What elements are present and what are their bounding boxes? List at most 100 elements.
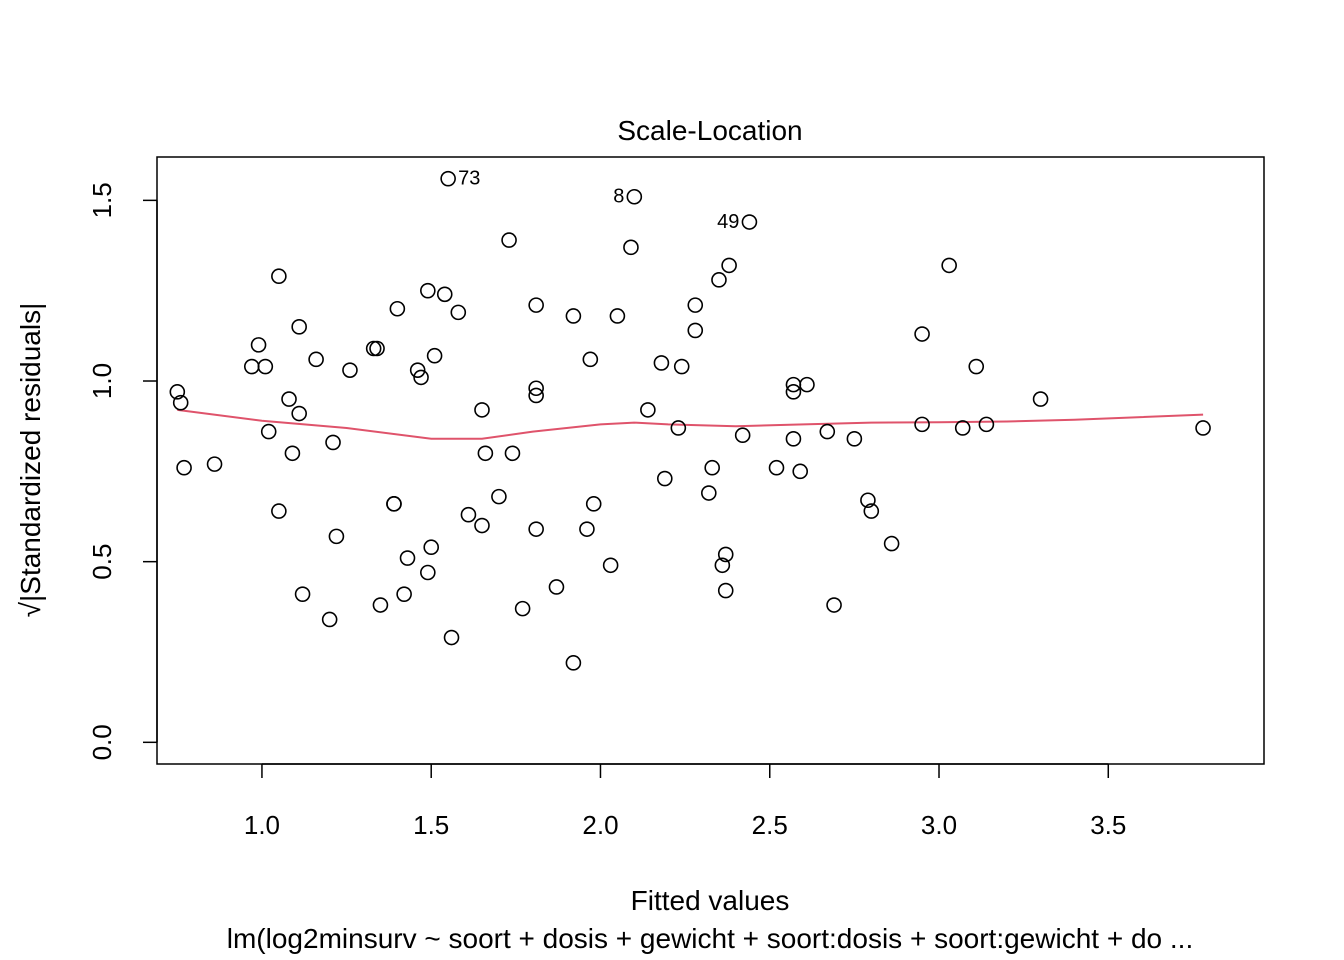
data-point (968, 358, 985, 375)
y-tick-label: 0.0 (87, 724, 117, 760)
x-tick-label: 2.5 (752, 810, 788, 840)
data-point (440, 170, 456, 187)
data-point (413, 369, 429, 386)
data-point (565, 308, 582, 324)
data-point (623, 239, 639, 256)
point-label: 49 (717, 211, 739, 233)
data-point (291, 405, 307, 422)
data-point (308, 351, 324, 368)
x-axis-label: Fitted values (631, 885, 790, 916)
data-point (271, 268, 287, 285)
data-point (169, 384, 186, 400)
data-point (325, 434, 341, 451)
y-axis-label: √|Standardized residuals| (15, 303, 46, 618)
data-point (342, 362, 358, 378)
data-point (585, 496, 602, 512)
data-point (294, 586, 311, 602)
data-point (399, 550, 416, 566)
x-tick-label: 1.0 (244, 810, 280, 840)
data-point (528, 380, 544, 397)
data-point (826, 597, 842, 613)
data-point (460, 506, 477, 523)
data-point (653, 355, 670, 371)
data-point (409, 362, 426, 378)
data-point (792, 463, 809, 480)
data-point (271, 503, 287, 519)
x-tick-label: 3.0 (921, 810, 957, 840)
data-point (687, 322, 704, 339)
data-point (450, 304, 467, 321)
data-point (369, 340, 385, 357)
x-tick-label: 1.5 (413, 810, 449, 840)
point-label: 8 (613, 186, 624, 208)
data-point (565, 655, 582, 671)
x-tick-label: 2.0 (582, 810, 618, 840)
data-point (717, 582, 734, 599)
data-point (640, 402, 656, 418)
data-point (626, 188, 643, 205)
data-point (717, 546, 734, 563)
data-point (206, 456, 223, 472)
data-point (372, 597, 389, 613)
data-point (528, 387, 544, 404)
data-point (250, 337, 267, 353)
chart-subtitle: lm(log2minsurv ~ soort + dosis + gewicht… (227, 923, 1193, 954)
x-tick-label: 3.5 (1090, 810, 1126, 840)
data-point (846, 431, 863, 447)
data-point (284, 445, 301, 462)
points-layer (169, 170, 1211, 671)
data-point (656, 470, 673, 487)
data-point (436, 286, 453, 303)
data-point (785, 431, 802, 447)
data-point (914, 326, 930, 342)
data-point (386, 496, 402, 512)
data-point (396, 586, 412, 602)
point-label: 73 (458, 168, 480, 190)
data-point (243, 358, 260, 375)
data-point (883, 535, 900, 552)
smooth-layer (177, 408, 1204, 440)
data-point (602, 557, 619, 574)
data-point (768, 459, 785, 476)
data-point (172, 394, 189, 411)
x-axis: 1.0 1.5 2.0 2.5 3.0 3.5 (244, 763, 1126, 840)
data-point (474, 402, 490, 418)
data-point (670, 420, 687, 436)
data-point (1032, 391, 1049, 407)
y-tick-label: 1.0 (87, 363, 117, 399)
data-point (443, 629, 460, 646)
data-point (914, 416, 930, 433)
data-point (704, 459, 720, 476)
data-point (721, 257, 737, 274)
data-point (785, 384, 802, 400)
data-point (582, 351, 599, 368)
data-point (281, 391, 297, 407)
data-point (978, 416, 995, 433)
data-point (260, 423, 277, 440)
data-point (389, 300, 406, 317)
data-point (328, 528, 345, 545)
data-point (1195, 420, 1211, 436)
data-point (863, 503, 880, 519)
data-point (477, 445, 494, 462)
data-point (514, 600, 531, 617)
data-point (176, 459, 192, 476)
data-point (528, 297, 544, 313)
data-point (528, 521, 544, 537)
data-point (734, 427, 751, 444)
data-point (673, 358, 690, 375)
data-point (860, 492, 876, 509)
point-labels-layer: 73 8 49 (458, 168, 739, 233)
data-point (365, 340, 382, 357)
data-point (941, 257, 957, 274)
data-point (714, 557, 731, 574)
y-tick-label: 1.5 (87, 182, 117, 218)
smooth-line (177, 408, 1204, 440)
data-point (423, 539, 440, 556)
data-point (799, 376, 815, 393)
data-point (420, 282, 436, 299)
data-point (687, 297, 704, 313)
data-point (504, 445, 521, 462)
data-point (701, 485, 717, 501)
